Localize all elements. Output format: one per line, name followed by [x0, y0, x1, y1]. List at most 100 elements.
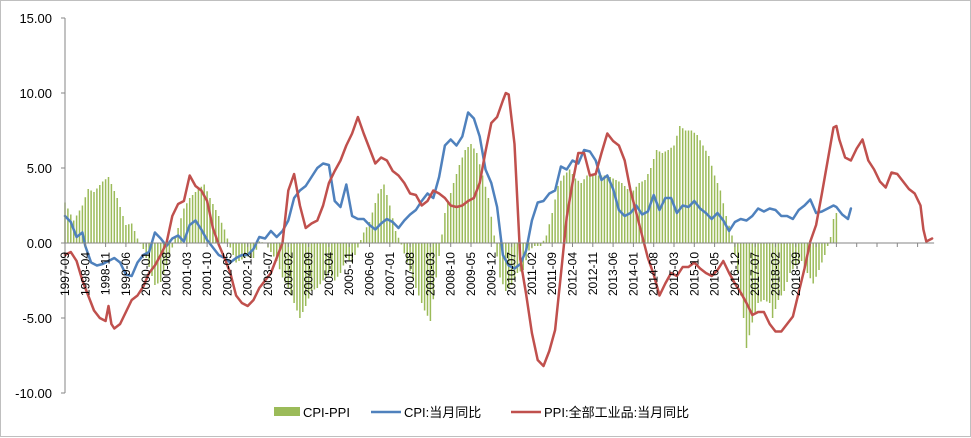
- cpi-ppi-bar: [676, 136, 678, 243]
- x-tick-label: 2018-09: [789, 252, 803, 296]
- x-tick-label: 2006-06: [363, 252, 377, 296]
- cpi-ppi-bar: [586, 176, 588, 244]
- cpi-ppi-bar: [398, 238, 400, 243]
- cpi-ppi-bar: [447, 203, 449, 243]
- cpi-ppi-bar: [653, 159, 655, 243]
- cpi-ppi-bar: [685, 131, 687, 244]
- x-tick-label: 2013-06: [606, 252, 620, 296]
- cpi-ppi-bar: [383, 185, 385, 244]
- cpi-ppi-bar: [488, 198, 490, 243]
- cpi-ppi-bar: [122, 216, 124, 243]
- cpi-ppi-bar: [337, 243, 339, 277]
- cpi-ppi-bar: [699, 140, 701, 243]
- cpi-ppi-bar: [296, 243, 298, 311]
- cpi-ppi-bar: [688, 131, 690, 244]
- cpi-ppi-bar: [99, 185, 101, 243]
- legend-label-ppi: PPI:全部工业品:当月同比: [544, 405, 689, 420]
- x-tick-label: 2011-09: [545, 252, 559, 295]
- cpi-ppi-bar: [833, 219, 835, 243]
- cpi-ppi-bar: [743, 243, 745, 318]
- y-tick-label: 0.00: [27, 236, 52, 251]
- cpi-ppi-bar: [476, 153, 478, 243]
- cpi-ppi-bar: [575, 179, 577, 244]
- cpi-ppi-bar: [380, 189, 382, 243]
- cpi-ppi-bar: [554, 200, 556, 244]
- cpi-ppi-bar: [270, 243, 272, 252]
- cpi-ppi-bar: [580, 183, 582, 243]
- cpi-ppi-bar: [493, 236, 495, 244]
- cpi-ppi-bar: [595, 175, 597, 243]
- x-tick-label: 1999-06: [119, 252, 133, 296]
- cpi-ppi-bar: [560, 181, 562, 243]
- cpi-ppi-bar: [227, 239, 229, 244]
- cpi-ppi-bar: [456, 174, 458, 243]
- cpi-ppi-bar: [464, 150, 466, 243]
- cpi-ppi-bar: [659, 152, 661, 244]
- cpi-ppi-bar: [557, 186, 559, 243]
- y-tick-label: 5.00: [27, 161, 52, 176]
- x-tick-label: 2014-01: [626, 252, 640, 296]
- cpi-ppi-bar: [766, 243, 768, 302]
- cpi-ppi-bar: [189, 198, 191, 243]
- cpi-ppi-bar: [763, 243, 765, 300]
- x-tick-label: 2016-05: [708, 252, 722, 296]
- cpi-ppi-bar: [824, 243, 826, 255]
- cpi-ppi-bar: [702, 146, 704, 244]
- cpi-ppi-bar: [218, 216, 220, 243]
- cpi-ppi-bar: [746, 243, 748, 348]
- cpi-ppi-bar: [453, 183, 455, 243]
- cpi-ppi-bar: [467, 147, 469, 243]
- cpi-ppi-bar: [731, 236, 733, 244]
- cpi-ppi-bar: [340, 243, 342, 273]
- cpi-ppi-bar: [366, 227, 368, 243]
- cpi-ppi-bar: [137, 239, 139, 244]
- cpi-ppi-bar: [102, 182, 104, 244]
- x-tick-label: 2017-07: [748, 252, 762, 296]
- x-tick-label: 2007-01: [383, 252, 397, 296]
- cpi-ppi-bar: [714, 176, 716, 244]
- cpi-ppi-bar: [114, 191, 116, 243]
- cpi-ppi-bar: [90, 191, 92, 244]
- legend-label-cpi: CPI:当月同比: [404, 405, 481, 420]
- cpi-ppi-bar: [499, 243, 501, 278]
- cpi-ppi-bar: [377, 194, 379, 244]
- cpi-ppi-bar: [87, 189, 89, 243]
- cpi-ppi-bar: [131, 224, 133, 244]
- x-tick-label: 2002-05: [220, 252, 234, 296]
- legend-label-cpi-ppi: CPI-PPI: [303, 405, 350, 420]
- cpi-ppi-bar: [76, 216, 78, 244]
- cpi-ppi-bar: [491, 217, 493, 243]
- cpi-ppi-bar: [192, 195, 194, 243]
- cpi-ppi-bar: [812, 243, 814, 284]
- cpi-ppi-bar: [821, 243, 823, 263]
- cpi-ppi-bar: [201, 187, 203, 243]
- x-tick-label: 1997-09: [58, 252, 72, 296]
- cpi-ppi-bar: [708, 156, 710, 243]
- cpi-ppi-bar: [725, 216, 727, 243]
- cpi-ppi-bar: [230, 243, 232, 248]
- cpi-ppi-bar: [195, 192, 197, 243]
- cpi-ppi-bar: [691, 131, 693, 244]
- cpi-ppi-bar: [111, 184, 113, 243]
- cpi-ppi-bar: [836, 213, 838, 243]
- cpi-ppi-bar: [70, 215, 72, 244]
- cpi-ppi-bar: [607, 176, 609, 243]
- cpi-ppi-bar: [143, 243, 145, 249]
- cpi-ppi-bar: [421, 243, 423, 303]
- y-tick-label: -5.00: [22, 311, 52, 326]
- cpi-ppi-bar: [705, 151, 707, 243]
- cpi-ppi-bar: [462, 158, 464, 244]
- cpi-ppi-bar: [598, 176, 600, 244]
- cpi-ppi-bar: [818, 243, 820, 270]
- cpi-ppi-bar: [656, 150, 658, 243]
- x-tick-label: 2015-03: [667, 252, 681, 296]
- cpi-ppi-bar: [551, 213, 553, 243]
- cpi-ppi-bar: [438, 243, 440, 256]
- y-tick-label: 10.00: [19, 86, 52, 101]
- cpi-ppi-bar: [682, 128, 684, 243]
- cpi-ppi-bar: [601, 176, 603, 244]
- cpi-ppi-bar: [592, 174, 594, 243]
- y-tick-label: 15.00: [19, 11, 52, 26]
